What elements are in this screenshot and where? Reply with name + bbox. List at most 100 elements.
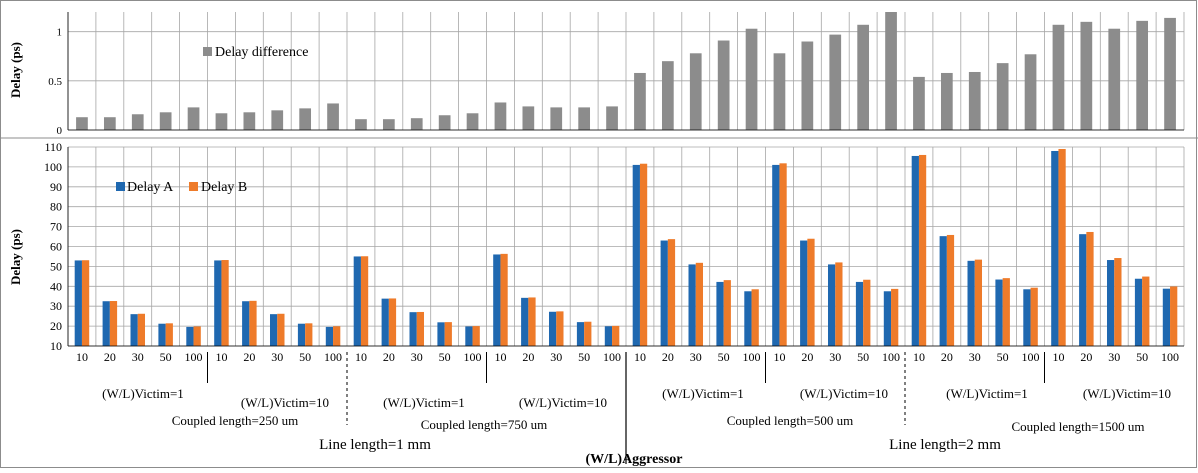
delay-b-bar (1058, 148, 1066, 346)
x-tick-label: 20 (801, 350, 813, 364)
delay-b-bar (695, 262, 704, 346)
x-tick-label: 30 (969, 350, 981, 364)
x-tick-label: 30 (132, 350, 144, 364)
delay-y-tick-label: 50 (50, 259, 62, 273)
delay-b-bar (193, 326, 201, 346)
delay-b-bar (1030, 287, 1038, 346)
delay-b-bar (360, 256, 369, 346)
difference-y-tick-label: 0 (57, 125, 63, 137)
difference-bar (1052, 24, 1065, 130)
difference-bar (968, 71, 981, 130)
delay-b-bar (500, 253, 508, 346)
difference-grid (67, 12, 1185, 131)
difference-y-tick-label: 0.5 (48, 76, 62, 88)
delay-b-bar (249, 300, 257, 346)
delay-a-bar (1134, 278, 1143, 346)
difference-axes: 00.51 (48, 12, 1184, 137)
x-tick-label: 20 (522, 350, 534, 364)
delay-b-bar (444, 322, 452, 346)
delay-a-bar (521, 297, 529, 346)
x-tick-label: 100 (1022, 350, 1040, 364)
delay-y-tick-label: 80 (50, 200, 62, 214)
x-tick-label: 10 (355, 350, 367, 364)
difference-bar (438, 115, 451, 130)
x-tick-label: 100 (603, 350, 621, 364)
delay-a-bar (632, 164, 640, 346)
x-tick-label: 50 (439, 350, 451, 364)
difference-bar (355, 119, 367, 130)
victim-label-3: (W/L)Victim=1 (383, 395, 465, 410)
delay-b-bar (305, 323, 313, 346)
x-tick-label: 100 (324, 350, 342, 364)
difference-bar (940, 72, 953, 130)
difference-bar (1136, 20, 1149, 131)
x-tick-label: 10 (913, 350, 925, 364)
x-tick-label: 10 (494, 350, 506, 364)
delay-axes: 10 20 30 40 50 60 70 80 90 100 110 10 20 30 50 100 10 20 3… (44, 140, 1184, 364)
x-tick-label: 100 (743, 350, 761, 364)
delay-a-bar (576, 322, 585, 346)
delay-a-bar (1162, 288, 1171, 346)
legend-label-delay-a: Delay A (127, 180, 174, 195)
difference-panel: 00.51 Delay (ps) Delay difference (8, 12, 1185, 137)
difference-bar (745, 28, 758, 130)
delay-a-bar (772, 164, 780, 346)
difference-bar (1108, 28, 1121, 130)
delay-legend: Delay A Delay B (116, 180, 247, 195)
x-tick-label: 20 (104, 350, 116, 364)
difference-bar (661, 61, 674, 130)
x-tick-label: 100 (464, 350, 482, 364)
delay-b-bar (221, 260, 229, 346)
difference-bar (187, 107, 200, 130)
delay-a-bar (437, 322, 445, 346)
legend-label-delay-b: Delay B (201, 180, 247, 195)
delay-y-tick-label: 20 (50, 319, 62, 333)
delay-a-bar (186, 326, 194, 346)
legend-swatch-delay-b (189, 182, 198, 191)
coupled-length-label-1: Coupled length=250 um (172, 413, 299, 428)
category-annotations: (W/L)Victim=1 (W/L)Victim=10 (W/L)Victim… (102, 352, 1171, 467)
difference-bar (550, 107, 563, 130)
delay-b-bar (277, 313, 285, 346)
legend-swatch-delay-a (116, 182, 125, 191)
delay-a-bar (493, 254, 501, 346)
delay-a-bar (1106, 260, 1115, 346)
delay-a-bar (688, 264, 696, 346)
delay-grid (67, 146, 1185, 347)
delay-y-tick-label: 10 (50, 339, 62, 353)
delay-y-tick-label: 60 (50, 240, 62, 254)
delay-a-bar (465, 326, 473, 346)
delay-b-bar (751, 289, 759, 346)
delay-a-bar (995, 279, 1003, 346)
x-tick-label: 30 (411, 350, 423, 364)
delay-a-bar (883, 291, 892, 346)
difference-bar (689, 53, 702, 130)
delay-b-bar (667, 239, 676, 346)
delay-a-bar (1051, 150, 1059, 346)
difference-bar (243, 112, 256, 130)
difference-bar (717, 40, 730, 131)
delay-a-bar (269, 314, 278, 346)
delay-b-bar (918, 154, 927, 346)
x-tick-label: 50 (1136, 350, 1148, 364)
delay-y-axis-title: Delay (ps) (8, 229, 23, 285)
victim-label-2: (W/L)Victim=10 (241, 395, 329, 410)
delay-a-bar (158, 323, 166, 346)
delay-b-bar (1002, 278, 1010, 346)
delay-a-bar (604, 326, 613, 346)
difference-bar (382, 119, 395, 130)
victim-label-8: (W/L)Victim=10 (1083, 386, 1171, 401)
delay-b-bar (974, 259, 983, 346)
difference-bar (215, 113, 228, 130)
delay-a-bar (967, 260, 975, 346)
delay-b-bar (388, 298, 397, 346)
x-tick-label: 10 (1052, 350, 1064, 364)
x-tick-label: 20 (662, 350, 674, 364)
delay-a-bar (74, 260, 82, 346)
difference-bar (159, 112, 172, 130)
difference-bar (606, 106, 618, 130)
x-tick-label: 30 (829, 350, 841, 364)
delay-b-bar (333, 326, 341, 346)
delay-y-tick-label: 100 (44, 160, 62, 174)
